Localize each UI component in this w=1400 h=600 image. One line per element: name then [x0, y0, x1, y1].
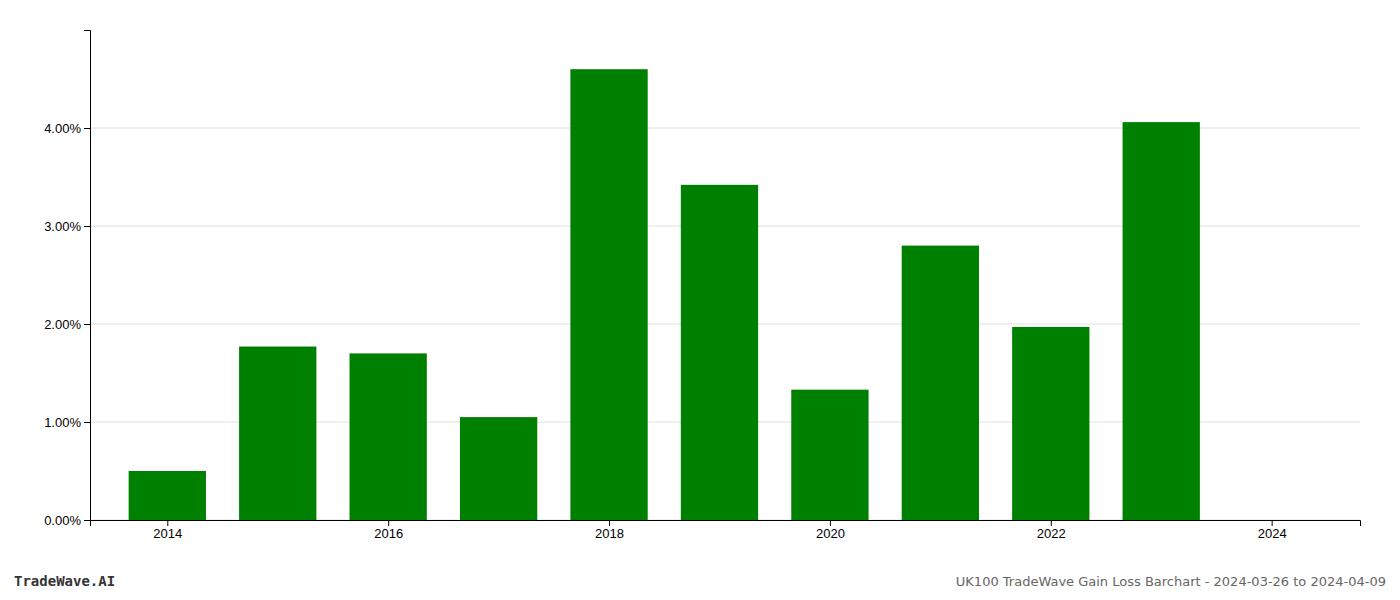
x-tick: 2024	[1258, 520, 1287, 541]
y-tick-mark	[84, 520, 90, 521]
x-tick-mark	[830, 520, 831, 526]
x-tick: 2014	[153, 520, 182, 541]
y-tick-mark	[84, 128, 90, 129]
y-tick: 0.00%	[44, 513, 90, 528]
y-tick: 1.00%	[44, 415, 90, 430]
y-tick-label: 0.00%	[44, 513, 81, 528]
x-axis-line	[91, 521, 1361, 527]
chart: 2014 2016 2018 2020 2022 2024 0.00% 1.00% 2.00% 3…	[0, 0, 1400, 600]
y-tick-label: 1.00%	[44, 415, 81, 430]
bar	[460, 417, 537, 520]
bar	[902, 246, 979, 520]
x-tick-label: 2020	[816, 526, 845, 541]
x-tick: 2020	[816, 520, 845, 541]
y-tick: 3.00%	[44, 219, 90, 234]
bar	[570, 69, 647, 520]
x-tick-mark	[167, 520, 168, 526]
y-tick-label: 3.00%	[44, 219, 81, 234]
x-tick-mark	[1051, 520, 1052, 526]
bar	[350, 353, 427, 520]
x-tick-label: 2022	[1037, 526, 1066, 541]
x-tick-label: 2014	[153, 526, 182, 541]
y-tick-mark	[84, 422, 90, 423]
x-tick-label: 2024	[1258, 526, 1287, 541]
bar	[1012, 327, 1089, 520]
bars	[129, 69, 1200, 520]
x-tick-mark	[609, 520, 610, 526]
y-tick: 2.00%	[44, 317, 90, 332]
x-tick-mark	[388, 520, 389, 526]
y-tick: 4.00%	[44, 121, 90, 136]
x-axis: 2014 2016 2018 2020 2022 2024	[91, 520, 1361, 541]
bar	[129, 471, 206, 520]
y-axis-line	[84, 31, 91, 521]
plot: 2014 2016 2018 2020 2022 2024 0.00% 1.00% 2.00% 3…	[44, 31, 1360, 542]
bar	[681, 185, 758, 520]
bar	[791, 390, 868, 520]
y-tick-mark	[84, 226, 90, 227]
y-axis: 0.00% 1.00% 2.00% 3.00% 4.00%	[44, 31, 90, 528]
x-tick: 2022	[1037, 520, 1066, 541]
x-tick: 2016	[374, 520, 403, 541]
x-tick-label: 2018	[595, 526, 624, 541]
y-tick-mark	[84, 324, 90, 325]
y-tick-label: 2.00%	[44, 317, 81, 332]
bar	[1123, 122, 1200, 520]
title: UK100 TradeWave Gain Loss Barchart - 202…	[956, 574, 1386, 589]
x-tick-label: 2016	[374, 526, 403, 541]
y-tick-label: 4.00%	[44, 121, 81, 136]
bar	[239, 347, 316, 520]
x-tick-mark	[1272, 520, 1273, 526]
watermark: TradeWave.AI	[14, 573, 115, 589]
x-tick: 2018	[595, 520, 624, 541]
